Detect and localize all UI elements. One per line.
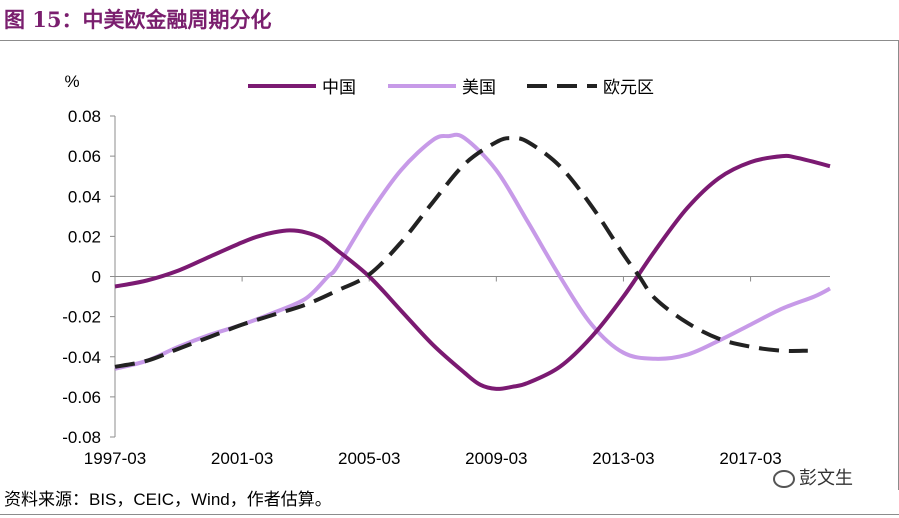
- y-tick-label: -0.02: [62, 308, 101, 327]
- x-tick-label: 2013-03: [592, 449, 654, 468]
- x-tick-label: 2005-03: [338, 449, 400, 468]
- y-tick-label: -0.04: [62, 348, 101, 367]
- y-tick-label: 0.06: [68, 147, 101, 166]
- y-tick-label: 0.02: [68, 227, 101, 246]
- x-tick-label: 2001-03: [211, 449, 273, 468]
- x-tick-label: 1997-03: [84, 449, 146, 468]
- series-line-2: [114, 136, 808, 369]
- chart-title: 图 15：中美欧金融周期分化: [4, 7, 272, 32]
- title-divider: [0, 40, 899, 41]
- legend-label: 欧元区: [603, 78, 654, 98]
- wechat-icon: [773, 470, 795, 488]
- y-tick-label: 0.04: [68, 187, 101, 206]
- y-tick-label: 0: [92, 268, 101, 287]
- bottom-divider: [0, 514, 899, 515]
- y-tick-label: 0.08: [68, 107, 101, 126]
- watermark: 彭文生: [773, 466, 853, 492]
- y-tick-label: -0.06: [62, 388, 101, 407]
- y-tick-label: -0.08: [62, 428, 101, 447]
- x-tick-label: 2009-03: [465, 449, 527, 468]
- series-line-0: [114, 153, 831, 391]
- watermark-text: 彭文生: [799, 468, 853, 489]
- x-tick-label: 2017-03: [719, 449, 781, 468]
- legend-label: 中国: [322, 78, 356, 98]
- legend-label: 美国: [462, 78, 496, 98]
- y-unit-label: %: [64, 72, 79, 91]
- chart: 0.08 0.06 0.04 0.02 0 -0.02 -0.04 -0.06 -0.08% 19…: [62, 72, 831, 468]
- source-note: 资料来源：BIS，CEIC，Wind，作者估算。: [4, 490, 332, 509]
